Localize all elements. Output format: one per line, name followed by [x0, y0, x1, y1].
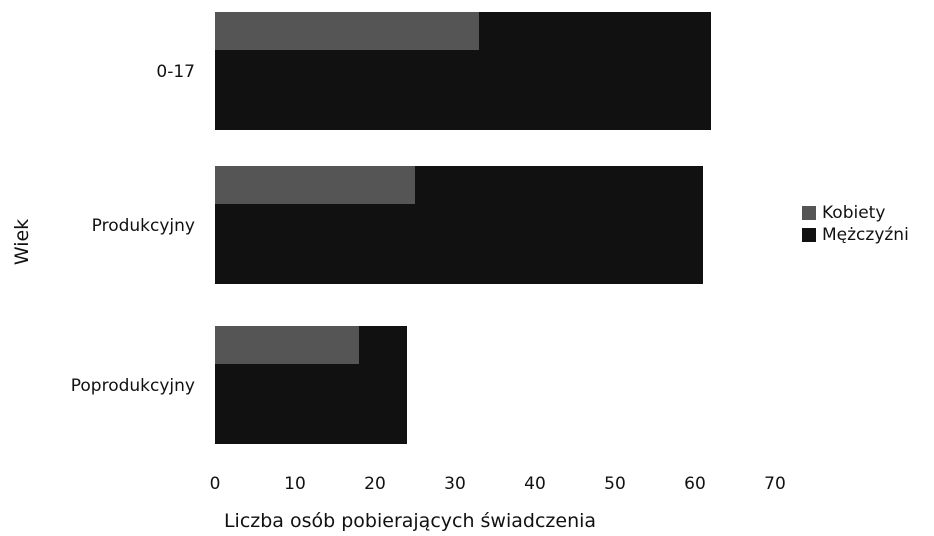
bar-kobiety-produkcyjny — [215, 166, 415, 204]
category-labels: 0-17 Produkcyjny Poprodukcyjny — [71, 62, 195, 396]
x-tick-label-50: 50 — [604, 474, 626, 494]
x-tick-label-30: 30 — [444, 474, 466, 494]
x-tick-label-60: 60 — [684, 474, 706, 494]
bar-kobiety-0-17 — [215, 12, 479, 50]
legend: Kobiety Mężczyźni — [802, 202, 909, 246]
x-axis-title: Liczba osób pobierających świadczenia — [224, 510, 596, 532]
bars-group — [215, 12, 711, 444]
legend-item-kobiety: Kobiety — [802, 202, 909, 224]
category-label-poprodukcyjny: Poprodukcyjny — [71, 376, 195, 396]
legend-label-kobiety: Kobiety — [822, 203, 886, 223]
category-label-produkcyjny: Produkcyjny — [92, 216, 195, 236]
x-tick-label-20: 20 — [364, 474, 386, 494]
x-tick-label-70: 70 — [764, 474, 786, 494]
y-axis-title: Wiek — [11, 219, 33, 265]
bar-kobiety-poprodukcyjny — [215, 326, 359, 364]
legend-label-mezczyzni: Mężczyźni — [822, 225, 909, 245]
x-tick-label-40: 40 — [524, 474, 546, 494]
legend-swatch-kobiety — [802, 206, 816, 220]
x-tick-label-0: 0 — [210, 474, 221, 494]
category-label-0-17: 0-17 — [156, 62, 195, 82]
x-tick-label-10: 10 — [284, 474, 306, 494]
legend-swatch-mezczyzni — [802, 228, 816, 242]
x-tick-labels: 0 10 20 30 40 50 60 70 — [210, 474, 786, 494]
legend-item-mezczyzni: Mężczyźni — [802, 224, 909, 246]
